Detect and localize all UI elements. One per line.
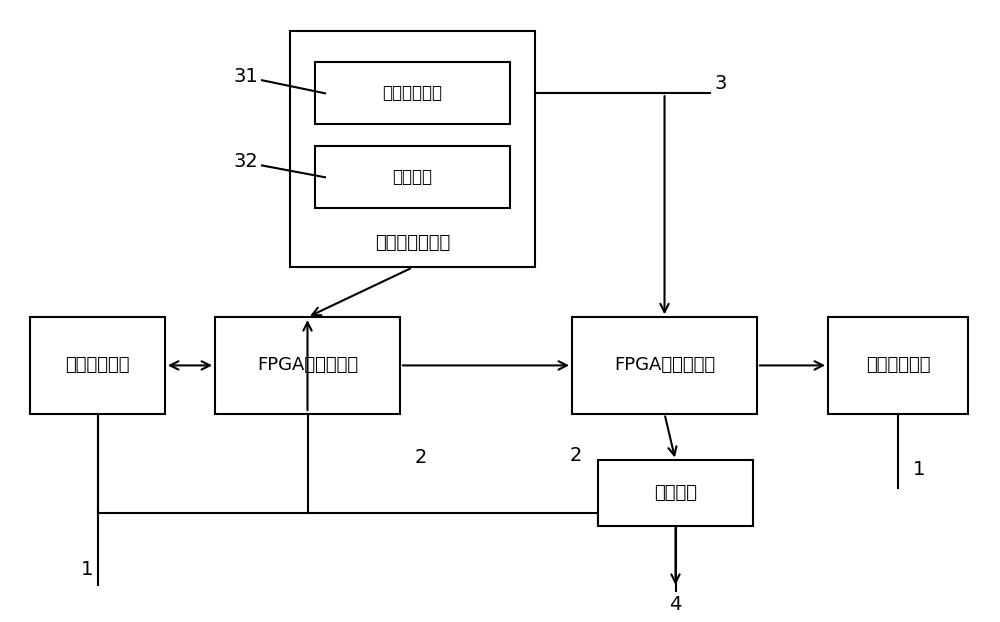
Text: 1: 1 bbox=[81, 560, 94, 578]
Text: 4: 4 bbox=[669, 595, 682, 614]
FancyBboxPatch shape bbox=[572, 317, 757, 414]
FancyBboxPatch shape bbox=[315, 146, 510, 208]
Text: 更新模块: 更新模块 bbox=[392, 169, 432, 186]
Text: 监测设备: 监测设备 bbox=[654, 484, 697, 502]
Text: 保护互联设备: 保护互联设备 bbox=[866, 356, 930, 374]
Text: 密钥管理模块: 密钥管理模块 bbox=[382, 85, 442, 102]
FancyBboxPatch shape bbox=[215, 317, 400, 414]
Text: 2: 2 bbox=[415, 448, 427, 466]
Text: 3: 3 bbox=[715, 75, 727, 93]
FancyBboxPatch shape bbox=[290, 31, 535, 267]
Text: 31: 31 bbox=[233, 67, 258, 86]
Text: 密钥管理服务器: 密钥管理服务器 bbox=[375, 234, 450, 251]
FancyBboxPatch shape bbox=[30, 317, 165, 414]
Text: FPGA加解密设备: FPGA加解密设备 bbox=[257, 356, 358, 374]
Text: 32: 32 bbox=[233, 152, 258, 171]
FancyBboxPatch shape bbox=[828, 317, 968, 414]
Text: 2: 2 bbox=[570, 446, 582, 465]
Text: 保护互联设备: 保护互联设备 bbox=[65, 356, 130, 374]
FancyBboxPatch shape bbox=[315, 62, 510, 124]
Text: 1: 1 bbox=[913, 460, 925, 479]
Text: FPGA加解密设备: FPGA加解密设备 bbox=[614, 356, 715, 374]
FancyBboxPatch shape bbox=[598, 460, 753, 526]
